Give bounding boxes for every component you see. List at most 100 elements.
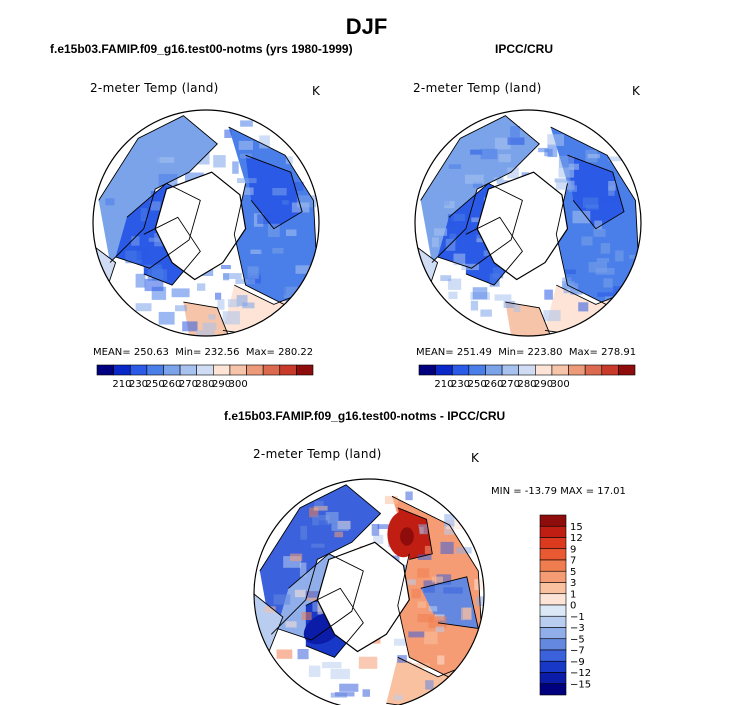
left-texture-cell (282, 200, 289, 205)
diff-texture-cell (417, 554, 432, 560)
diff-panel-heading: f.e15b03.FAMIP.f09_g16.test00-notms - IP… (224, 409, 506, 423)
diff-colorbar-cell (539, 683, 567, 696)
diff-colorbar-tick-label: 5 (570, 567, 576, 578)
right-texture-cell (449, 233, 457, 244)
right-texture-cell (494, 137, 511, 150)
diff-colorbar-cell (539, 672, 567, 685)
left-colorbar-cell (213, 364, 231, 376)
left-texture-cell (105, 198, 115, 206)
diff-texture-cell (322, 662, 342, 669)
right-texture-cell (448, 164, 462, 169)
right-texture-cell (588, 262, 608, 273)
left-texture-cell (289, 182, 304, 191)
diff-texture-cell (373, 534, 384, 544)
diff-texture-cell (314, 500, 324, 507)
right-texture-cell (470, 149, 483, 155)
left-texture-cell (232, 161, 239, 174)
left-texture-cell (239, 153, 252, 159)
right-texture-cell (594, 220, 603, 230)
right-min-label: Min= (498, 347, 525, 358)
right-texture-cell (544, 148, 553, 157)
diff-texture-cell (425, 680, 434, 690)
diff-colorbar-cell (539, 570, 567, 583)
diff-texture-cell (300, 525, 307, 540)
left-texture-cell (150, 191, 168, 196)
right-texture-cell (544, 289, 553, 300)
diff-texture-cell (435, 626, 445, 633)
left-texture-cell (222, 311, 240, 325)
right-texture-cell (480, 309, 492, 317)
diff-texture-cell (285, 621, 297, 628)
left-texture-cell (240, 120, 253, 127)
right-colorbar-cell (518, 364, 536, 376)
left-texture-cell (153, 150, 161, 164)
right-texture-cell (445, 238, 456, 251)
right-texture-cell (554, 178, 569, 183)
diff-texture-cell (394, 638, 407, 646)
diff-texture-cell (358, 656, 378, 669)
left-texture-cell (202, 322, 217, 331)
left-colorbar-cell (113, 364, 131, 376)
left-texture-cell (305, 241, 314, 254)
left-texture-cell (171, 288, 190, 298)
right-colorbar-cell (468, 364, 486, 376)
right-variable-label: 2-meter Temp (land) (413, 81, 542, 95)
right-colorbar-cell (551, 364, 569, 376)
left-texture-cell (140, 208, 148, 222)
diff-colorbar-tick-label: 15 (570, 522, 583, 533)
diff-colorbar-cell (539, 593, 567, 606)
left-colorbar-cell (196, 364, 214, 376)
left-colorbar-cell (146, 364, 164, 376)
right-texture-cell (613, 286, 631, 299)
diff-colorbar-cell (539, 627, 567, 640)
right-texture-cell (453, 253, 466, 266)
diff-coastline (420, 576, 479, 630)
left-texture-cell (272, 273, 280, 280)
left-mean-label: MEAN= (93, 347, 131, 358)
diff-texture-cell (459, 564, 471, 576)
right-texture-cell (447, 214, 454, 228)
left-texture-cell (223, 273, 242, 279)
right-colorbar-tick-label: 260 (484, 379, 503, 390)
diff-variable-label: 2-meter Temp (land) (253, 447, 382, 461)
diff-colorbar-tick-label: −12 (570, 668, 591, 679)
diff-texture-cell (313, 505, 328, 511)
left-max-value: 280.22 (278, 347, 314, 358)
left-map-border (92, 109, 320, 337)
diff-texture-cell (424, 545, 436, 554)
right-texture-cell (492, 169, 503, 181)
diff-texture-cell (417, 568, 430, 578)
right-colorbar-cell (584, 364, 603, 376)
left-texture-cell (106, 210, 127, 217)
right-texture-cell (498, 154, 511, 163)
right-stats: MEAN= 251.49 Min= 223.80 Max= 278.91 (416, 347, 636, 358)
left-texture-cell (215, 292, 222, 300)
left-arctic-ocean (154, 171, 247, 281)
right-texture-cell (472, 181, 483, 188)
left-texture-cell (175, 305, 187, 312)
diff-texture-cell (409, 617, 416, 631)
right-texture-cell (451, 213, 466, 222)
right-colorbar-tick-label: 270 (501, 379, 520, 390)
right-texture-cell (477, 199, 486, 207)
diff-colorbar-tick-label: 9 (570, 544, 576, 555)
right-coastline (420, 115, 540, 263)
left-texture-cell (272, 285, 287, 296)
left-texture-cell (260, 245, 268, 254)
left-colorbar-cell (179, 364, 198, 376)
diff-texture-cell (428, 616, 447, 629)
left-coastline (143, 216, 201, 286)
right-texture-cell (470, 300, 479, 311)
right-texture-cell (494, 294, 512, 301)
right-texture-cell (547, 134, 564, 146)
diff-texture-cell (437, 655, 445, 665)
left-texture-cell (285, 156, 293, 165)
left-texture-cell (158, 173, 178, 187)
diff-texture-cell (276, 649, 293, 659)
diff-texture-cell (294, 589, 306, 598)
left-texture-cell (237, 178, 257, 184)
diff-minmax: MIN = -13.79 MAX = 17.01 (491, 486, 626, 497)
right-colorbar-cell (418, 364, 436, 376)
left-texture-cell (156, 157, 175, 163)
